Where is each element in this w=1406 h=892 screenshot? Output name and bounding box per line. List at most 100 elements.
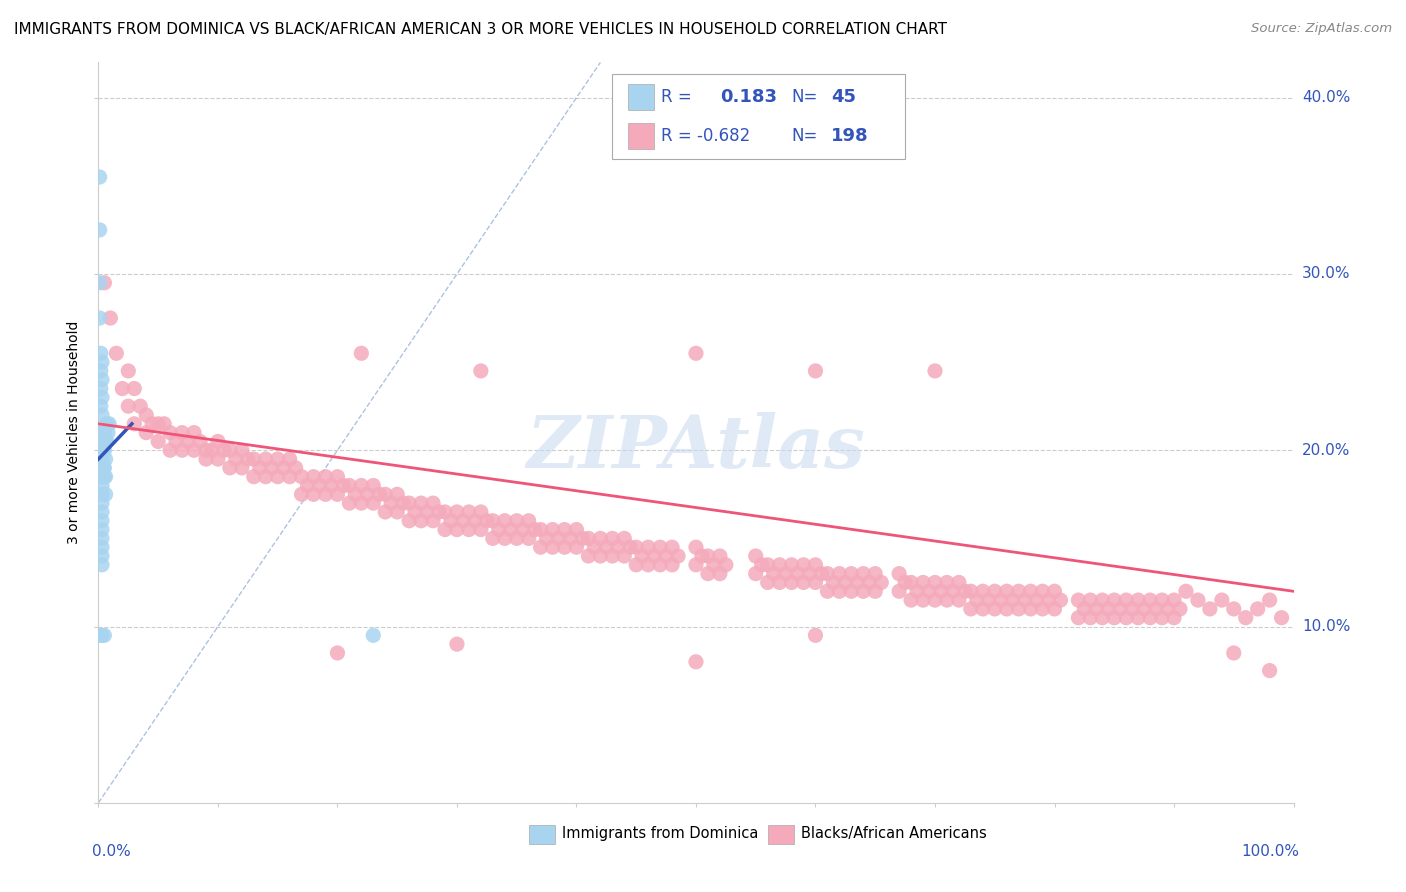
Point: [434, 523, 457, 537]
Point: [834, 575, 856, 590]
Point: [889, 566, 911, 581]
Point: [1168, 602, 1191, 616]
Point: [1038, 593, 1060, 607]
Point: [499, 523, 522, 537]
Point: [911, 593, 934, 607]
Point: [626, 558, 648, 572]
Point: [243, 452, 266, 467]
Point: [117, 399, 139, 413]
Point: [631, 549, 654, 563]
Point: [1139, 593, 1161, 607]
Point: [380, 496, 402, 510]
Point: [475, 514, 498, 528]
Point: [960, 584, 983, 599]
Point: [89, 276, 111, 290]
Point: [91, 355, 114, 369]
Point: [565, 540, 588, 554]
Point: [350, 496, 373, 510]
Text: 0.0%: 0.0%: [93, 844, 131, 858]
Point: [111, 382, 134, 396]
Point: [984, 602, 1007, 616]
Point: [451, 514, 474, 528]
Point: [254, 452, 277, 467]
Point: [1080, 610, 1102, 624]
Point: [416, 505, 439, 519]
Point: [1109, 602, 1132, 616]
Point: [1008, 584, 1031, 599]
Point: [141, 417, 163, 431]
Point: [1258, 593, 1281, 607]
Point: [188, 434, 211, 449]
Point: [356, 487, 378, 501]
Point: [852, 584, 875, 599]
Point: [995, 584, 1018, 599]
Point: [195, 443, 218, 458]
Point: [948, 575, 970, 590]
Point: [870, 575, 893, 590]
Point: [1133, 602, 1156, 616]
Point: [1019, 602, 1042, 616]
Point: [94, 487, 117, 501]
Point: [308, 478, 330, 492]
Point: [124, 382, 146, 396]
Point: [972, 584, 994, 599]
Point: [714, 558, 737, 572]
Point: [894, 575, 917, 590]
Point: [98, 311, 122, 326]
Point: [344, 487, 367, 501]
Point: [89, 169, 111, 184]
Point: [595, 540, 617, 554]
Point: [942, 584, 965, 599]
Point: [905, 584, 928, 599]
Point: [446, 637, 468, 651]
Text: 0.183: 0.183: [720, 87, 778, 105]
Point: [94, 434, 117, 449]
Point: [135, 425, 157, 440]
Point: [297, 478, 319, 492]
Point: [321, 478, 343, 492]
Point: [852, 566, 875, 581]
Point: [91, 443, 114, 458]
Point: [661, 540, 683, 554]
Point: [1187, 593, 1209, 607]
Point: [619, 540, 641, 554]
Point: [267, 469, 290, 483]
Point: [1211, 593, 1233, 607]
Point: [1019, 584, 1042, 599]
Point: [291, 469, 314, 483]
Point: [434, 505, 457, 519]
Point: [91, 478, 114, 492]
Point: [172, 443, 194, 458]
Point: [697, 549, 720, 563]
Point: [1073, 602, 1095, 616]
Point: [89, 311, 111, 326]
Point: [541, 523, 564, 537]
Point: [249, 461, 271, 475]
Point: [1121, 602, 1143, 616]
Point: [1163, 593, 1185, 607]
Text: N=: N=: [792, 127, 818, 145]
Point: [93, 276, 115, 290]
Point: [780, 558, 803, 572]
Point: [828, 584, 851, 599]
Point: [195, 452, 218, 467]
Point: [91, 408, 114, 422]
Point: [98, 417, 121, 431]
Point: [911, 575, 934, 590]
Point: [613, 549, 636, 563]
Text: Immigrants from Dominica: Immigrants from Dominica: [562, 826, 758, 841]
Point: [900, 575, 922, 590]
Point: [977, 593, 1000, 607]
Point: [804, 558, 827, 572]
Point: [960, 602, 983, 616]
Point: [703, 558, 725, 572]
Point: [117, 364, 139, 378]
Point: [243, 469, 266, 483]
Point: [804, 628, 827, 642]
Point: [697, 566, 720, 581]
Point: [1128, 593, 1150, 607]
Text: R = -0.682: R = -0.682: [661, 127, 751, 145]
Point: [284, 461, 307, 475]
Point: [91, 487, 114, 501]
Point: [1157, 602, 1180, 616]
